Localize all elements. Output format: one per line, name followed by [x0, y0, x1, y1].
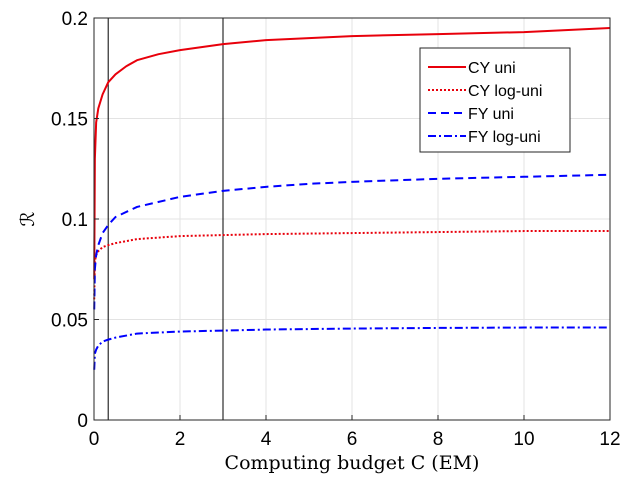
- y-tick-label: 0: [77, 411, 88, 432]
- legend-label: FY log-uni: [468, 129, 541, 146]
- y-tick-label: 0.2: [62, 9, 88, 30]
- vertical-marker-lines: [107, 18, 224, 420]
- x-tick-label: 12: [599, 429, 620, 450]
- y-tick-label: 0.05: [51, 311, 88, 332]
- y-axis-label: ℛ: [17, 211, 39, 226]
- x-tick-label: 2: [175, 429, 186, 450]
- series-line: [93, 173, 611, 310]
- legend-label: CY uni: [468, 60, 516, 77]
- series-line: [93, 27, 611, 280]
- x-tick-label: 8: [433, 429, 444, 450]
- y-axis-ticks: 0 0.05 0.1 0.15 0.2: [51, 9, 99, 432]
- series-lines: [93, 27, 611, 370]
- x-tick-label: 0: [89, 429, 100, 450]
- y-tick-label: 0.15: [51, 110, 88, 131]
- x-axis-ticks: 0 2 4 6 8 10 12: [89, 415, 621, 450]
- legend: CY uni CY log-uni FY uni FY log-uni: [419, 47, 571, 153]
- legend-label: FY uni: [468, 106, 514, 123]
- legend-box: [419, 47, 571, 153]
- x-tick-label: 4: [261, 429, 272, 450]
- series-line: [93, 326, 610, 370]
- y-tick-label: 0.1: [62, 210, 88, 231]
- x-tick-label: 6: [347, 429, 358, 450]
- x-axis-label: Computing budget C (EM): [225, 452, 480, 474]
- legend-label: CY log-uni: [468, 83, 542, 100]
- x-tick-label: 10: [513, 429, 534, 450]
